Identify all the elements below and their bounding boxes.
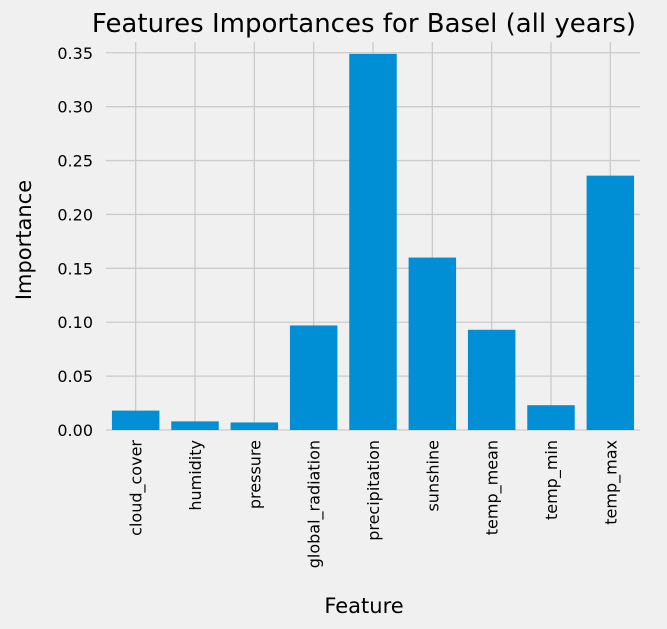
y-tick-label: 0.30 (57, 98, 93, 117)
x-tick-label: temp_mean (483, 440, 503, 535)
bar-temp-min (527, 405, 575, 430)
x-tick-label: humidity (186, 440, 205, 511)
x-tick-label: global_radiation (305, 440, 325, 568)
bar-humidity (171, 421, 219, 430)
y-tick-label: 0.05 (57, 367, 93, 386)
x-tick-label: cloud_cover (127, 440, 147, 536)
y-tick-label: 0.10 (57, 313, 93, 332)
x-tick-label: pressure (245, 440, 264, 509)
y-tick-label: 0.15 (57, 259, 93, 278)
bar-precipitation (349, 53, 397, 430)
y-tick-label: 0.20 (57, 205, 93, 224)
bar-temp-max (586, 175, 635, 430)
bar-pressure (230, 422, 279, 430)
y-tick-labels: 0.00 0.05 0.10 0.15 0.20 0.25 0.30 0.35 (57, 44, 93, 440)
y-axis-label: Importance (12, 180, 36, 300)
bar-temp-mean (467, 329, 516, 430)
bar-sunshine (408, 257, 457, 430)
y-tick-label: 0.35 (57, 44, 93, 63)
x-tick-labels: cloud_cover humidity pressure global_radiat… (127, 440, 622, 569)
chart-title: Features Importances for Basel (all year… (92, 9, 636, 39)
x-tick-label: sunshine (423, 440, 442, 512)
bar-cloud-cover (111, 410, 160, 430)
bars (111, 53, 635, 430)
x-tick-label: precipitation (364, 440, 383, 541)
x-tick-label: temp_min (542, 440, 562, 520)
x-axis-label: Feature (324, 594, 403, 618)
y-tick-label: 0.25 (57, 152, 93, 171)
bar-global-radiation (289, 325, 338, 430)
x-tick-label: temp_max (601, 440, 621, 525)
y-tick-label: 0.00 (57, 421, 93, 440)
